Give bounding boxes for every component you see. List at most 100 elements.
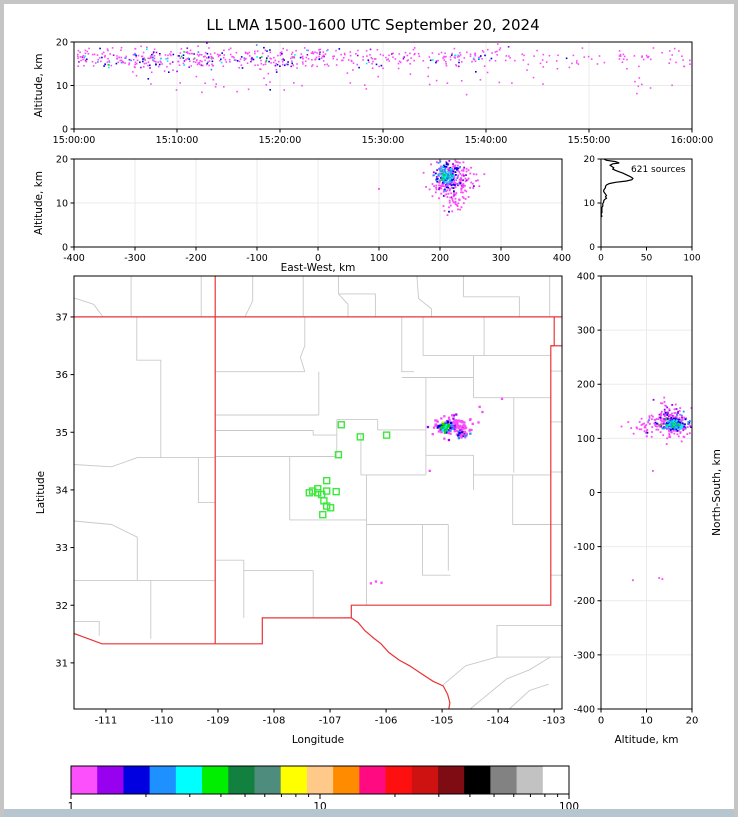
y-tick-label: 20 xyxy=(56,154,68,165)
colorbar-segment xyxy=(202,766,229,794)
x-tick-label: -109 xyxy=(207,716,230,727)
colorbar-tick-label: 1 xyxy=(68,801,75,813)
x-tick-label: -107 xyxy=(319,716,342,727)
data-points xyxy=(369,397,504,585)
x-tick-label: -111 xyxy=(95,716,118,727)
colorbar-segment xyxy=(123,766,151,794)
x-tick-label: 20 xyxy=(686,716,699,727)
y-axis-label-right: North-South, km xyxy=(711,449,723,536)
colorbar-segment xyxy=(254,766,282,794)
y-tick-label: 100 xyxy=(577,434,595,445)
x-tick-label: -106 xyxy=(375,716,398,727)
colorbar-segment xyxy=(175,766,203,794)
y-tick-label: 10 xyxy=(56,81,68,92)
colorbar-segment xyxy=(411,766,439,794)
colorbar-segment xyxy=(516,766,544,794)
panel-time-altitude: 15:00:00 15:10:00 15:20:00 15:30:00 15:40:00… xyxy=(33,37,713,146)
y-axis-label: Latitude xyxy=(35,471,47,514)
lma-station-square xyxy=(305,489,314,497)
axis-ticks: 0 10 20 -400 -300 -200 -100 0 100 200 300 400 xyxy=(573,271,698,726)
x-tick-label: 15:50:00 xyxy=(568,135,611,146)
colorbar-segment xyxy=(306,766,334,794)
x-tick-label: 300 xyxy=(492,253,510,264)
colorbar-segment xyxy=(333,766,360,794)
x-tick-label: 10 xyxy=(640,716,653,727)
lma-station-square xyxy=(326,504,335,512)
x-tick-label: 15:20:00 xyxy=(259,135,302,146)
colorbar-segment xyxy=(359,766,387,794)
lma-station-square xyxy=(314,485,322,493)
colorbar-segment xyxy=(97,766,124,794)
y-tick-label: -300 xyxy=(573,650,595,661)
lma-station-square xyxy=(322,502,331,510)
y-tick-label: -200 xyxy=(573,596,595,607)
panel-ns-altitude: 0 10 20 -400 -300 -200 -100 0 100 200 300 400 North-… xyxy=(573,271,723,746)
figure-title: LL LMA 1500-1600 UTC September 20, 2024 xyxy=(206,16,540,34)
lma-station-square xyxy=(314,489,322,497)
colorbar-segment xyxy=(280,766,308,794)
colorbar-segment xyxy=(149,766,177,794)
y-tick-label: -400 xyxy=(573,704,595,715)
x-tick-label: -105 xyxy=(431,716,454,727)
y-tick-label: 34 xyxy=(55,486,68,497)
y-tick-label: 20 xyxy=(56,37,68,48)
x-tick-label: 0 xyxy=(598,254,604,264)
axis-ticks: -111 -110 -109 -108 -107 -106 -105 -104 -103 31 32… xyxy=(55,313,565,727)
lma-station-square xyxy=(317,490,326,499)
colorbar-segment xyxy=(437,766,465,794)
x-tick-label: 200 xyxy=(431,253,449,264)
x-tick-label: 16:00:00 xyxy=(671,135,714,146)
y-axis-label: Altitude, km xyxy=(33,53,45,117)
altitude-profile-line xyxy=(600,158,634,218)
x-tick-label: 400 xyxy=(553,253,571,264)
x-tick-label: 50 xyxy=(641,254,653,264)
panel-altitude-histogram: 0 50 100 0 10 20 621 sources xyxy=(584,155,701,263)
y-tick-label: 0 xyxy=(589,488,595,499)
axis-ticks: 0 50 100 0 10 20 xyxy=(584,155,701,263)
lma-station-square xyxy=(382,431,391,439)
colorbar-segment xyxy=(71,766,98,794)
x-tick-label: 100 xyxy=(370,253,388,264)
colorbar-segment xyxy=(464,766,491,794)
colorbar-segment xyxy=(228,766,255,794)
axis-ticks: -400 -300 -200 -100 0 100 200 300 400 0 10 20 xyxy=(56,154,571,264)
y-tick-label: 37 xyxy=(55,313,68,324)
y-tick-label: 20 xyxy=(584,155,596,165)
x-tick-label: -108 xyxy=(263,716,286,727)
map-layers xyxy=(74,276,562,709)
source-count-annotation: 621 sources xyxy=(631,165,686,175)
x-tick-label: -103 xyxy=(543,716,566,727)
x-axis-label: Altitude, km xyxy=(614,734,678,746)
lma-station-square xyxy=(319,510,327,519)
x-tick-label: 15:40:00 xyxy=(465,135,508,146)
x-tick-label: 0 xyxy=(598,716,604,727)
y-tick-label: 31 xyxy=(55,658,68,669)
x-axis-label: East-West, km xyxy=(281,262,356,274)
y-tick-label: 10 xyxy=(56,198,68,209)
y-tick-label: 10 xyxy=(584,199,596,209)
y-tick-label: 35 xyxy=(55,428,68,439)
x-axis-label: Longitude xyxy=(292,734,344,746)
y-tick-label: 33 xyxy=(55,543,68,554)
lma-station-square xyxy=(337,421,345,429)
panel-map: -111 -110 -109 -108 -107 -106 -105 -104 -103 31 32… xyxy=(35,275,566,746)
x-tick-label: -100 xyxy=(246,253,268,264)
x-tick-label: 15:30:00 xyxy=(362,135,405,146)
x-tick-label: -110 xyxy=(151,716,174,727)
lma-station-square xyxy=(332,487,340,496)
x-tick-label: 15:00:00 xyxy=(53,135,96,146)
lma-figure-canvas: 15:00:00 15:10:00 15:20:00 15:30:00 15:40:00… xyxy=(33,37,723,813)
colorbar-segment xyxy=(490,766,518,794)
y-tick-label: 300 xyxy=(577,326,595,337)
y-tick-label: 400 xyxy=(577,271,595,282)
lma-station-square xyxy=(334,451,343,459)
colorbar: 1 10 100 xyxy=(68,765,579,813)
state-borders xyxy=(74,276,562,709)
gridlines xyxy=(74,42,692,129)
x-tick-label: -104 xyxy=(487,716,510,727)
y-tick-label: 0 xyxy=(589,243,595,253)
window-bottom-strip xyxy=(4,809,734,817)
data-points xyxy=(620,396,693,582)
axis-ticks: 15:00:00 15:10:00 15:20:00 15:30:00 15:40:00… xyxy=(53,37,714,146)
